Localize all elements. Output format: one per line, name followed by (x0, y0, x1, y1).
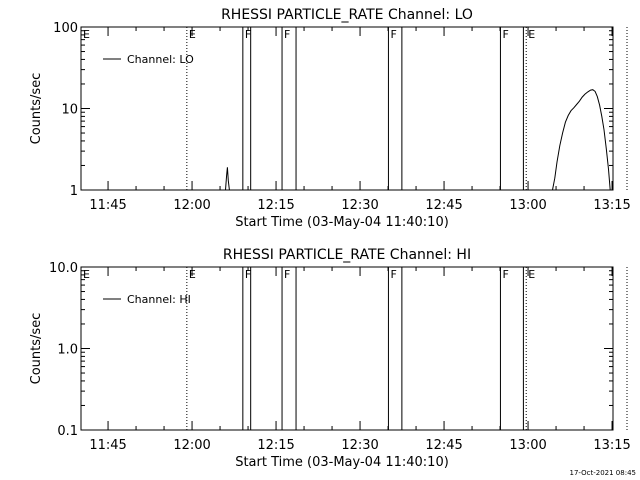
panel-2-x-axis-label: Start Time (03-May-04 11:40:10) (235, 455, 449, 470)
panel-2-event-label: E (189, 268, 196, 281)
panel-1-y-tick-label: 10 (61, 103, 78, 118)
panel-2-y-tick-label: 0.1 (57, 424, 78, 439)
panel-2-x-tick-label: 12:15 (257, 438, 294, 453)
panel-1-x-tick-label: 13:00 (509, 198, 546, 213)
panel-1-x-tick-label: 12:30 (341, 198, 378, 213)
panel-1-x-axis-label: Start Time (03-May-04 11:40:10) (235, 215, 449, 230)
panel-1-series-line (552, 89, 611, 191)
panel-2-y-tick-label: 10.0 (49, 261, 78, 276)
panel-2-x-tick-label: 11:45 (89, 438, 126, 453)
plot-timestamp: 17-Oct-2021 08:45 (569, 469, 636, 477)
panel-2-x-tick-label: 12:00 (173, 438, 210, 453)
panel-1-legend-label: Channel: LO (127, 53, 194, 66)
panel-1-event-label: F (390, 28, 396, 41)
panel-1-event-label: E (528, 28, 535, 41)
panel-1-y-axis-label: Counts/sec (29, 73, 44, 145)
panel-2-legend-label: Channel: HI (127, 293, 191, 306)
panel-1-event-label: E (83, 28, 90, 41)
panel-2-event-label: F (245, 268, 251, 281)
panel-1-chart-title: RHESSI PARTICLE_RATE Channel: LO (221, 7, 473, 23)
panel-1-y-tick-label: 1 (70, 184, 78, 199)
panel-2-event-label: F (390, 268, 396, 281)
panel-2-event-label: F (502, 268, 508, 281)
panel-2-event-label: E (83, 268, 90, 281)
panel-2-chart-title: RHESSI PARTICLE_RATE Channel: HI (223, 247, 471, 263)
panel-2-event-label: F (284, 268, 290, 281)
panel-1-x-tick-label: 12:45 (425, 198, 462, 213)
panel-1-event-label: F (284, 28, 290, 41)
panel-2-x-tick-label: 13:15 (593, 438, 630, 453)
panel-1-x-tick-label: 13:15 (593, 198, 630, 213)
panel-1-x-tick-label: 12:00 (173, 198, 210, 213)
panel-1-event-label: E (189, 28, 196, 41)
panel-1-x-tick-label: 12:15 (257, 198, 294, 213)
panel-1-x-tick-label: 11:45 (89, 198, 126, 213)
panel-2-plot-frame (80, 266, 614, 431)
panel-1-event-label: F (502, 28, 508, 41)
panel-1-y-tick-label: 100 (53, 21, 78, 36)
panel-2-y-axis-label: Counts/sec (29, 313, 44, 385)
panel-1-series-line (225, 167, 230, 191)
panel-2-x-tick-label: 12:30 (341, 438, 378, 453)
panel-2-x-tick-label: 12:45 (425, 438, 462, 453)
panel-2-event-label: E (528, 268, 535, 281)
panel-2-y-tick-label: 1.0 (57, 343, 78, 358)
panel-1-plot-frame (80, 26, 614, 191)
panel-2-x-tick-label: 13:00 (509, 438, 546, 453)
panel-1-event-label: F (245, 28, 251, 41)
